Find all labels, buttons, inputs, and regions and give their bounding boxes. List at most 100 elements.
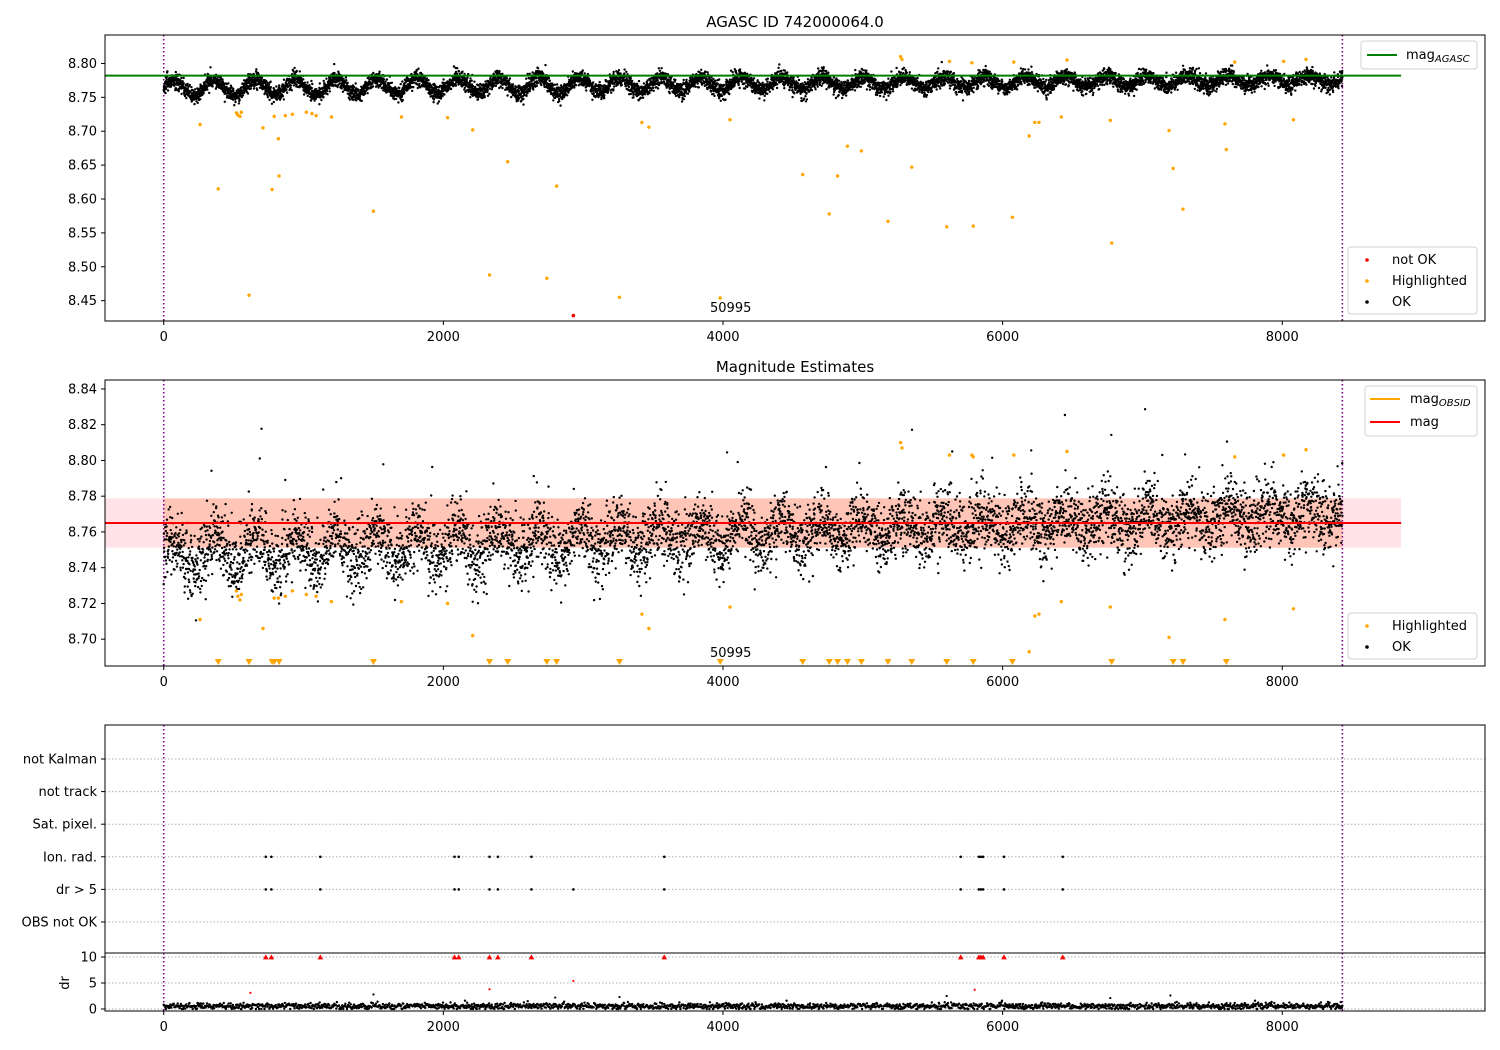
ok-point [682, 78, 685, 82]
ok-point [709, 90, 713, 93]
ok-point [186, 82, 189, 86]
ok-point [657, 67, 660, 70]
ok-point [603, 96, 606, 100]
panel1-title: AGASC ID 742000064.0 [706, 13, 884, 31]
ok-point [738, 86, 741, 90]
ok-point [209, 66, 212, 69]
ok-point [713, 94, 716, 98]
ok-point [165, 78, 168, 81]
ok-point [817, 67, 820, 70]
ok-point [249, 87, 252, 90]
ok-point [285, 88, 288, 91]
ok-point [805, 91, 808, 95]
ok-point [292, 70, 295, 73]
ok-point [326, 93, 329, 96]
ok-point [449, 87, 453, 91]
ok-point [457, 70, 460, 73]
ok-point [285, 91, 289, 94]
ok-point [525, 94, 528, 98]
ok-point [437, 100, 441, 103]
ok-point [712, 77, 715, 81]
ok-point [783, 69, 787, 72]
ok-point [696, 82, 699, 85]
ok-point [810, 89, 814, 92]
ok-point [196, 101, 199, 105]
ok-point [607, 90, 610, 93]
ok-point [194, 88, 197, 91]
ok-point [378, 72, 381, 75]
ok-point [793, 92, 796, 95]
ok-point [763, 99, 766, 102]
ok-point [275, 85, 278, 88]
ok-point [256, 88, 259, 92]
ok-point [631, 79, 634, 83]
ok-point [352, 98, 355, 102]
ok-point [400, 94, 404, 98]
ok-point [266, 96, 270, 99]
ok-point [641, 96, 645, 100]
ok-point [625, 70, 628, 74]
ok-point [174, 70, 177, 74]
ok-point [719, 99, 722, 103]
ok-point [355, 99, 358, 102]
ok-point [498, 69, 501, 73]
ok-point [612, 85, 616, 88]
ok-point [206, 88, 209, 91]
ok-point [358, 95, 362, 98]
ok-point [620, 83, 623, 87]
ok-point [182, 82, 185, 85]
ok-point [488, 92, 491, 96]
ok-point [506, 94, 509, 97]
ok-point [282, 98, 285, 101]
ok-point [816, 81, 819, 85]
ok-point [796, 82, 800, 85]
ok-point [573, 86, 576, 89]
ok-point [164, 87, 168, 91]
ok-point [473, 80, 476, 83]
ok-point [522, 103, 525, 106]
ok-point [657, 83, 661, 87]
ok-point [185, 96, 188, 100]
ok-point [281, 95, 285, 98]
ok-point [508, 77, 512, 80]
ok-point [529, 86, 532, 89]
ok-point [806, 78, 810, 81]
ok-point [173, 84, 176, 88]
ok-point [787, 83, 790, 87]
ok-point [688, 90, 691, 93]
ok-point [639, 96, 642, 100]
ok-point [427, 79, 430, 82]
ok-point [501, 72, 504, 76]
ok-point [385, 78, 389, 81]
ok-point [207, 81, 210, 84]
ok-point [347, 88, 350, 92]
ok-point [403, 91, 406, 95]
ok-point [328, 90, 331, 93]
ok-point [306, 81, 309, 84]
ok-point [544, 63, 547, 67]
ok-point [290, 89, 293, 92]
ok-point [367, 84, 370, 87]
ok-point [714, 79, 717, 82]
ok-point [652, 86, 655, 90]
ok-point [282, 83, 285, 86]
ok-point [382, 78, 386, 81]
ok-point [766, 77, 769, 80]
ok-point [790, 83, 794, 87]
ok-point [182, 76, 185, 80]
ok-point [322, 79, 325, 83]
ok-point [617, 69, 621, 72]
ok-point [827, 71, 830, 74]
ok-point [293, 79, 297, 82]
ok-point [536, 67, 540, 70]
ok-point [731, 71, 734, 74]
ok-point [547, 76, 551, 80]
ok-point [166, 89, 170, 92]
ok-point [859, 85, 863, 89]
ok-point [652, 89, 655, 93]
ok-point [411, 89, 414, 93]
ok-point [567, 91, 570, 94]
ok-point [320, 98, 323, 102]
ok-point [416, 86, 419, 90]
ok-point [816, 85, 819, 88]
